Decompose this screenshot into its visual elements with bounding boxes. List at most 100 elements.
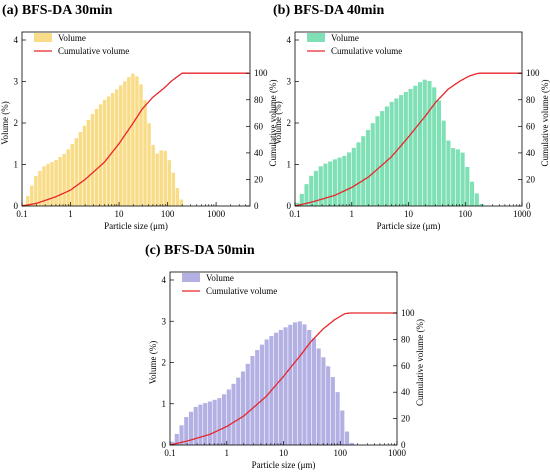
y2-tick-label: 20 — [401, 414, 411, 424]
volume-bar — [432, 87, 437, 206]
volume-bar — [399, 95, 404, 206]
volume-bar — [380, 111, 385, 206]
y2-axis-label: Cumulative volume (%) — [268, 80, 278, 167]
x-axis-label: Particle size (μm) — [252, 460, 316, 470]
volume-bar — [62, 153, 66, 206]
x-tick-label: 0.1 — [16, 209, 27, 219]
legend-label-cumulative: Cumulative volume — [206, 286, 277, 296]
volume-bar — [167, 160, 172, 206]
volume-bar — [455, 149, 460, 206]
panel-a: (a) BFS-DA 30min 0.1 1 10 100 10000123402040… — [0, 3, 278, 231]
volume-bar — [34, 175, 38, 206]
volume-bar — [427, 81, 432, 206]
volume-bar — [313, 170, 319, 206]
panel-c-title: (c) BFS-DA 50min — [145, 243, 255, 258]
legend-swatch-volume — [182, 273, 200, 282]
y2-tick-label: 40 — [401, 387, 411, 397]
volume-bar — [365, 129, 371, 206]
volume-bar — [188, 411, 194, 445]
panel-b: (b) BFS-DA 40min 0.1 1 10 100 10000123402040… — [273, 3, 550, 231]
volume-bars — [170, 321, 354, 445]
y-tick-label: 1 — [14, 160, 19, 170]
volume-bar — [155, 153, 159, 206]
volume-bar — [274, 332, 279, 445]
plot-frame — [21, 31, 251, 207]
volume-bar — [342, 155, 347, 206]
legend-label-volume: Volume — [58, 33, 86, 43]
panel-a-title: (a) BFS-DA 30min — [2, 3, 113, 18]
volume-bar — [70, 144, 74, 206]
volume-bar — [114, 89, 119, 206]
volume-bar — [38, 170, 42, 206]
volume-bar — [288, 324, 293, 445]
y-tick-label: 2 — [287, 118, 292, 128]
volume-bar — [135, 76, 139, 206]
volume-bar — [198, 404, 203, 445]
volume-bar — [30, 185, 34, 206]
y2-tick-label: 80 — [254, 95, 264, 105]
volume-bar — [389, 101, 394, 206]
volume-bar — [384, 106, 389, 206]
volume-bar — [370, 123, 375, 206]
x-tick-label: 1000 — [513, 209, 532, 219]
volume-bar — [174, 433, 179, 445]
volume-bar — [328, 161, 333, 206]
x-tick-label: 10 — [404, 209, 414, 219]
volume-bar — [326, 366, 331, 445]
volume-bar — [299, 193, 304, 206]
volume-bar — [245, 363, 250, 445]
volume-bar — [193, 406, 198, 445]
volume-bar — [90, 113, 95, 206]
legend-label-cumulative: Cumulative volume — [58, 46, 129, 56]
cumulative-volume-line — [169, 312, 397, 446]
volume-bar — [347, 152, 352, 206]
legend-label-volume: Volume — [206, 273, 234, 283]
volume-bar — [356, 142, 361, 206]
volume-bar — [179, 199, 184, 206]
volume-bar — [460, 152, 465, 206]
volume-bar — [170, 441, 175, 445]
cumulative-volume-line — [294, 72, 522, 207]
x-tick-label: 0.1 — [289, 209, 300, 219]
volume-bar — [361, 136, 366, 206]
x-tick-label: 1 — [350, 209, 355, 219]
volume-bar — [340, 410, 345, 445]
x-tick-label: 1 — [225, 448, 230, 458]
y2-tick-label: 100 — [254, 68, 268, 78]
volume-bar — [159, 150, 163, 206]
y-tick-label: 1 — [162, 399, 167, 409]
legend: Volume Cumulative volume — [307, 33, 402, 56]
volume-bar — [307, 330, 312, 445]
y-tick-label: 2 — [14, 118, 19, 128]
volume-bar — [98, 104, 103, 206]
volume-bar — [82, 125, 87, 206]
volume-bar — [337, 157, 342, 206]
legend-label-volume: Volume — [331, 33, 359, 43]
volume-bar — [22, 203, 26, 206]
volume-bar — [66, 149, 70, 206]
y-tick-label: 0 — [162, 440, 167, 450]
volume-bars — [295, 79, 484, 206]
volume-bar — [203, 403, 208, 445]
volume-bar — [335, 392, 340, 445]
x-tick-label: 1 — [68, 209, 73, 219]
volume-bar — [316, 348, 321, 445]
volume-bar — [212, 399, 217, 445]
volume-bar — [302, 324, 307, 445]
y2-tick-label: 60 — [526, 121, 536, 131]
y-tick-label: 3 — [287, 77, 292, 87]
x-tick-label: 100 — [334, 448, 348, 458]
volume-bar — [259, 344, 264, 445]
volume-bar — [318, 166, 323, 206]
x-axis-label: Particle size (μm) — [104, 221, 168, 231]
volume-bar — [123, 81, 127, 206]
volume-bar — [217, 398, 222, 445]
y-axis-label: Volume (%) — [148, 341, 158, 385]
volume-bar — [332, 159, 337, 206]
x-tick-label: 10 — [115, 209, 125, 219]
volume-bar — [403, 91, 408, 206]
volume-bar — [469, 181, 475, 206]
